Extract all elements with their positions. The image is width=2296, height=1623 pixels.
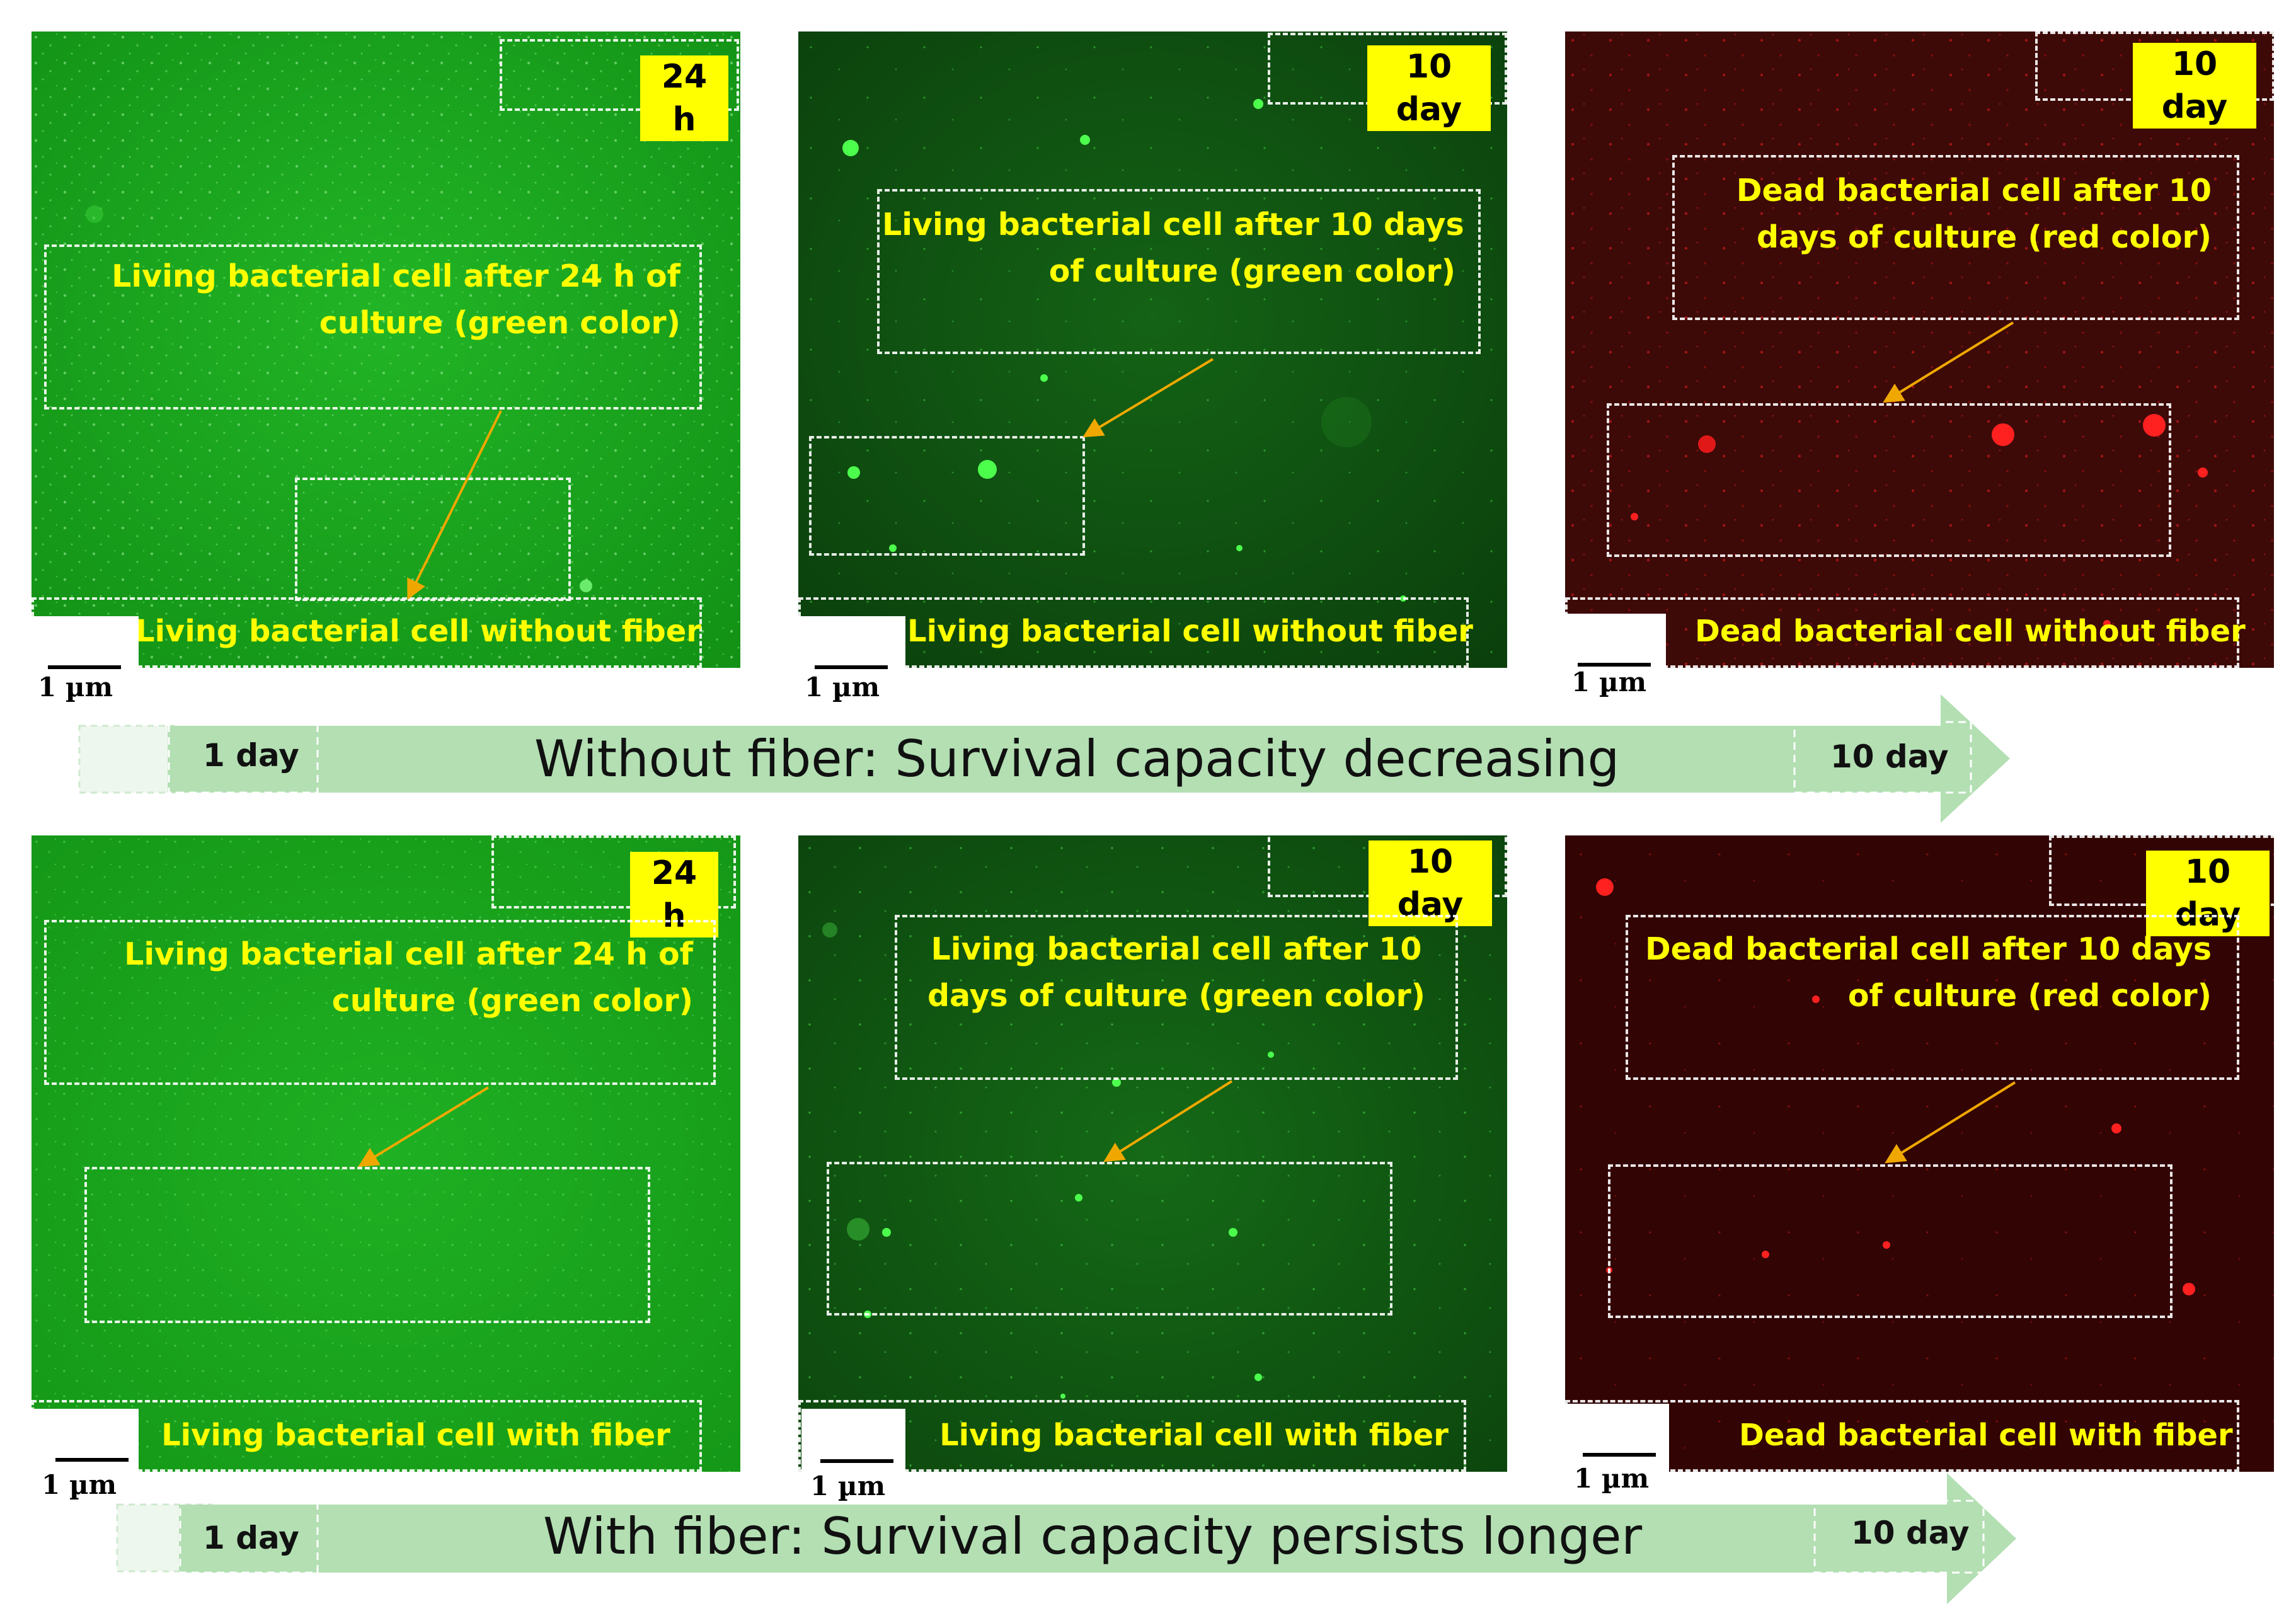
scale-label: 1 µm xyxy=(810,1471,886,1501)
time-badge: 24 h xyxy=(640,55,728,141)
arrow-start-frame xyxy=(168,721,319,794)
time-badge: 10 day xyxy=(1367,45,1491,131)
caption-text: Living bacterial cell after 24 h of cult… xyxy=(124,936,693,1019)
micrograph-panel-r1-10day-dead xyxy=(1565,32,2274,668)
scale-label: 1 µm xyxy=(1571,667,1647,697)
highlight-region xyxy=(1607,403,2171,557)
caption-frame xyxy=(895,915,1458,1080)
caption-frame xyxy=(44,920,716,1085)
micrograph-panel-r1-10day-live xyxy=(798,32,1507,668)
arrow-end-frame xyxy=(1813,1500,1985,1574)
caption-text: Dead bacterial cell after 10 days of cul… xyxy=(1736,173,2212,255)
arrow-start-label: 1 day xyxy=(203,1520,299,1556)
arrow-shape xyxy=(179,1473,2016,1604)
scale-bar: 1 µm xyxy=(32,1409,139,1510)
micrograph-panel-r1-24h xyxy=(32,32,740,668)
timeline-arrow-r2 xyxy=(116,1473,2016,1604)
highlight-region xyxy=(1608,1164,2173,1318)
badge-frame xyxy=(491,835,736,909)
highlight-region xyxy=(827,1162,1392,1316)
bottom-label: Dead bacterial cell without fiber xyxy=(1695,614,2246,649)
arrow-end-frame xyxy=(1793,721,1972,794)
arrow-start-frame xyxy=(179,1500,319,1574)
scale-label: 1 µm xyxy=(42,1469,117,1500)
bottom-label: Living bacterial cell without fiber xyxy=(135,614,701,649)
highlight-region xyxy=(84,1167,650,1323)
arrow-end-label: 10 day xyxy=(1851,1515,1970,1551)
scale-label: 1 µm xyxy=(805,672,880,703)
bottom-label: Living bacterial cell without fiber xyxy=(907,614,1473,649)
bottom-label: Dead bacterial cell with fiber xyxy=(1739,1418,2233,1453)
bottom-label: Living bacterial cell with fiber xyxy=(939,1418,1449,1453)
highlight-region xyxy=(809,436,1085,556)
scale-label: 1 µm xyxy=(38,672,113,703)
timeline-arrow-r1 xyxy=(78,694,2010,823)
micrograph-panel-r2-24h xyxy=(32,835,740,1472)
caption-text: Living bacterial cell after 24 h of cult… xyxy=(112,258,680,341)
scale-bar: 1 µm xyxy=(1565,614,1666,697)
time-badge: 10 day xyxy=(1369,840,1492,926)
arrow-end-label: 10 day xyxy=(1830,738,1949,775)
scale-line xyxy=(1578,663,1651,667)
scale-line xyxy=(820,1459,893,1463)
bottom-label: Living bacterial cell with fiber xyxy=(161,1418,670,1453)
badge-frame xyxy=(500,39,739,111)
scale-line xyxy=(815,665,888,669)
green-fluorescence-field xyxy=(32,32,740,668)
caption-text: Dead bacterial cell after 10 days of cul… xyxy=(1645,931,2212,1014)
red-fluorescence-field xyxy=(1565,32,2274,668)
scale-label: 1 µm xyxy=(1574,1463,1650,1494)
caption-text: Living bacterial cell after 10 days of c… xyxy=(927,931,1426,1014)
time-badge: 10 day xyxy=(2133,43,2256,129)
caption-frame xyxy=(44,244,702,410)
caption-frame xyxy=(1626,915,2239,1080)
scale-bar: 1 µm xyxy=(32,616,139,703)
bottom-label-frame xyxy=(798,1400,1466,1472)
scale-line xyxy=(1583,1453,1656,1457)
dark-green-fluorescence-field xyxy=(798,32,1507,668)
scale-bar: 1 µm xyxy=(798,616,905,703)
time-badge: 24 h xyxy=(630,852,718,938)
arrow-title: With fiber: Survival capacity persists l… xyxy=(543,1507,1643,1566)
scale-line xyxy=(55,1458,129,1462)
arrow-faint-start xyxy=(78,725,175,794)
arrow-shape xyxy=(168,694,2010,823)
caption-text: Living bacterial cell after 10 days of c… xyxy=(882,207,1464,289)
scale-line xyxy=(48,665,121,669)
highlight-region xyxy=(295,478,571,601)
caption-frame xyxy=(1672,155,2239,320)
scale-bar: 1 µm xyxy=(1565,1404,1669,1505)
arrow-start-label: 1 day xyxy=(203,737,299,774)
scale-bar: 1 µm xyxy=(801,1409,905,1510)
caption-frame xyxy=(877,189,1481,354)
arrow-title: Without fiber: Survival capacity decreas… xyxy=(534,730,1620,788)
